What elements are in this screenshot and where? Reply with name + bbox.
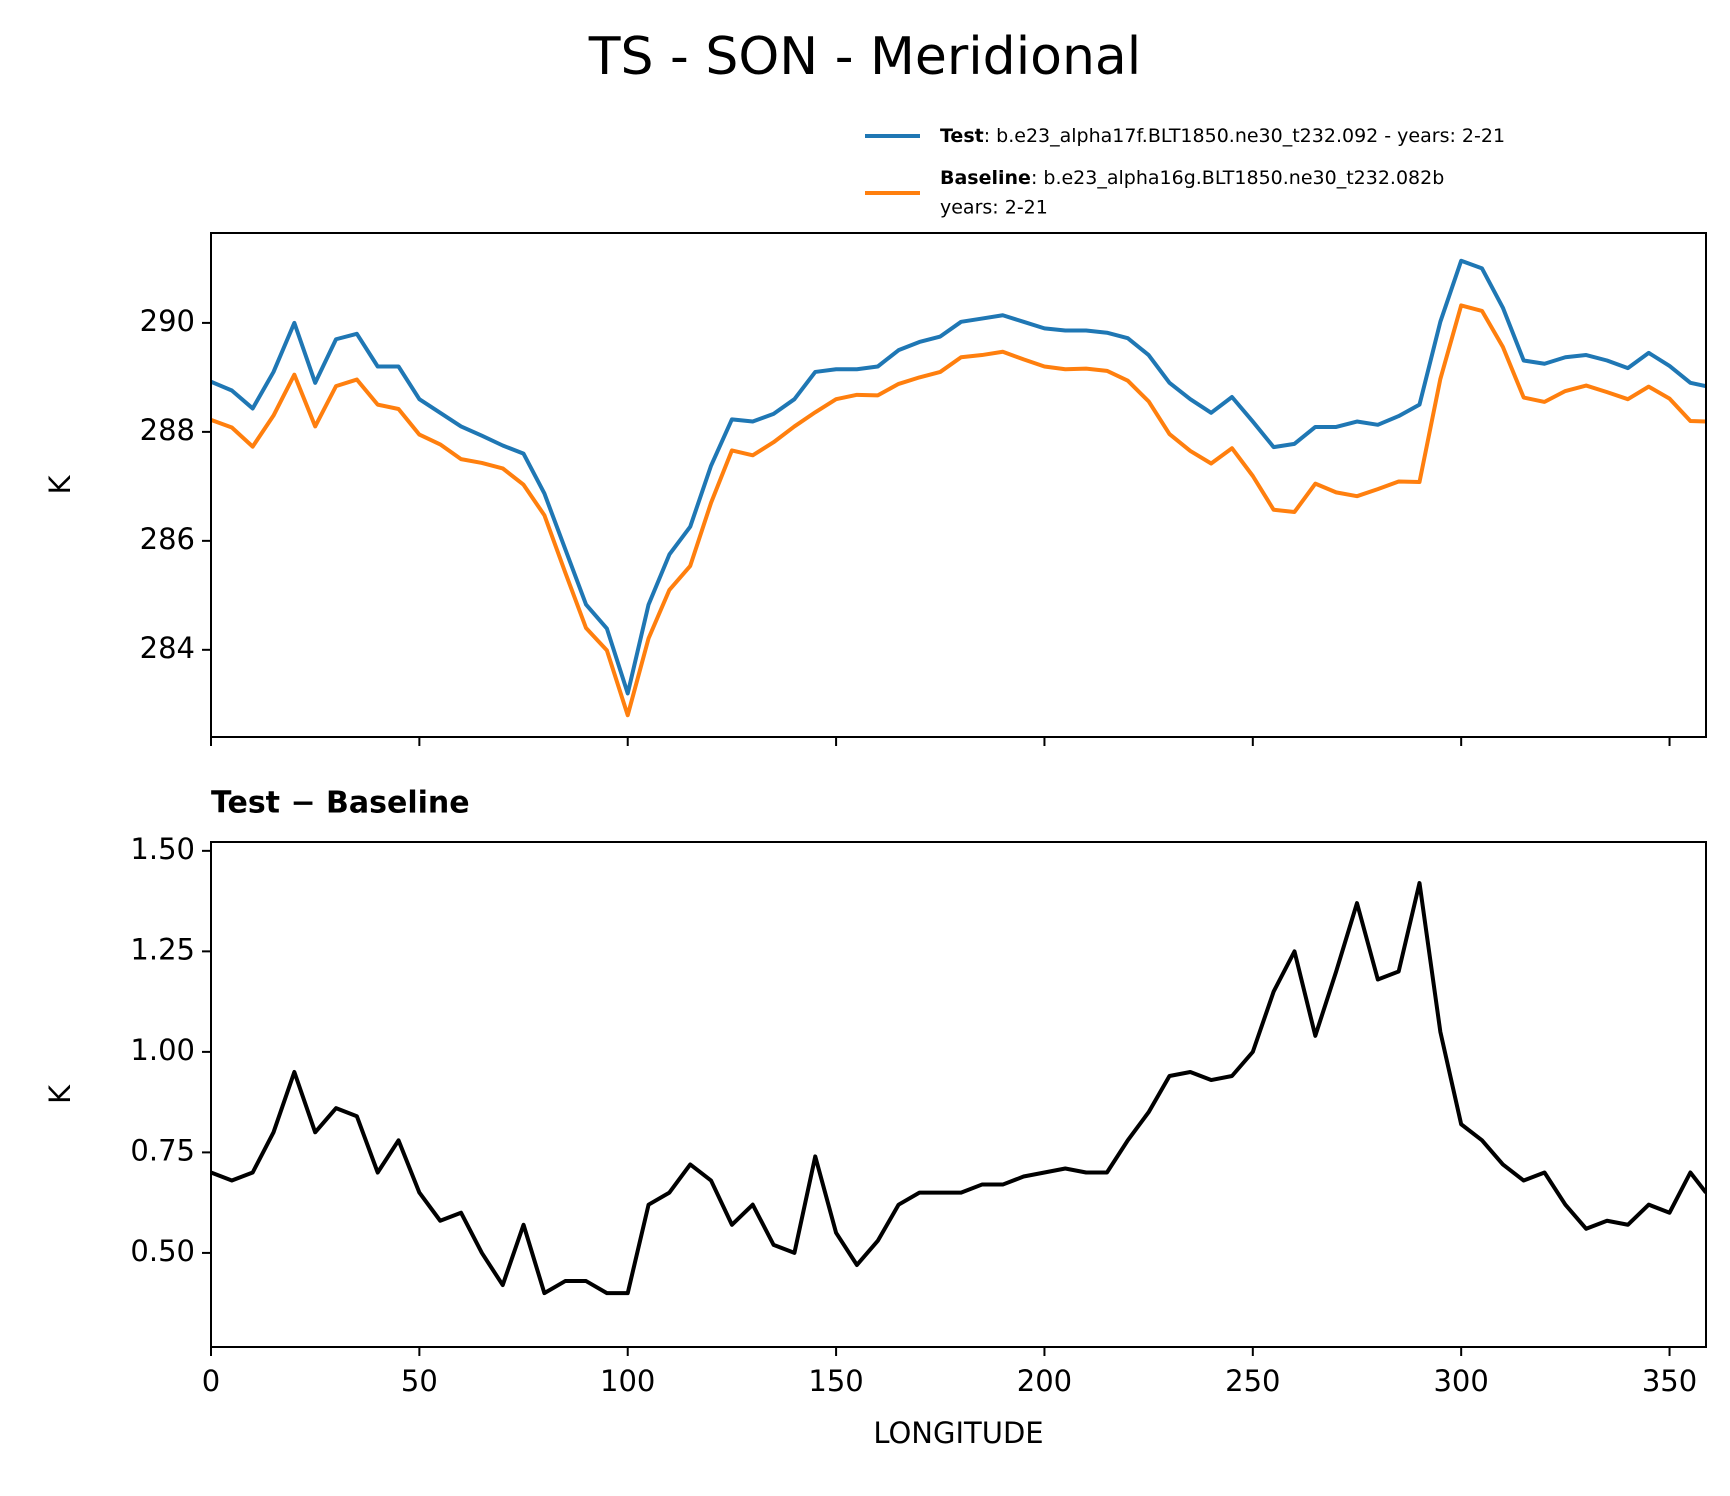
axes-frame <box>210 232 1707 738</box>
x-tick-label: 50 <box>401 1364 438 1398</box>
axes-frame <box>210 841 1707 1348</box>
y-tick-label: 1.50 <box>130 832 195 866</box>
y-tick-label: 286 <box>140 522 195 556</box>
x-tick-label: 250 <box>1225 1364 1280 1398</box>
plot-area <box>211 881 1706 1296</box>
y-tick-label: 288 <box>140 413 195 447</box>
y-tick-label: 0.75 <box>130 1133 195 1167</box>
legend-description: : b.e23_alpha16g.BLT1850.ne30_t232.082b <box>1031 167 1444 189</box>
data-line <box>211 258 1706 696</box>
plot-area <box>211 258 1706 718</box>
legend-description: years: 2-21 <box>940 197 1048 219</box>
y-tick-label: 290 <box>140 304 195 338</box>
data-line <box>211 881 1706 1296</box>
x-tick-label: 200 <box>1017 1364 1072 1398</box>
figure-title: TS - SON - Meridional <box>588 27 1141 87</box>
legend-label: Test: b.e23_alpha17f.BLT1850.ne30_t232.0… <box>940 125 1505 147</box>
legend-name: Test <box>940 125 984 147</box>
y-tick-label: 1.00 <box>130 1033 195 1067</box>
x-tick-label: 100 <box>600 1364 655 1398</box>
y-tick-label: 0.50 <box>130 1234 195 1268</box>
subplot-title: Test − Baseline <box>211 786 470 821</box>
x-tick-label: 0 <box>202 1364 220 1398</box>
data-line <box>211 303 1706 718</box>
legend-name: Baseline <box>940 167 1031 189</box>
x-tick-label: 350 <box>1642 1364 1697 1398</box>
y-tick-label: 1.25 <box>130 932 195 966</box>
legend-description: : b.e23_alpha17f.BLT1850.ne30_t232.092 -… <box>984 125 1505 147</box>
y-tick-label: 284 <box>140 631 195 665</box>
y-axis-label: K <box>43 1084 77 1104</box>
x-tick-label: 150 <box>808 1364 863 1398</box>
x-axis-label: LONGITUDE <box>873 1416 1043 1450</box>
x-tick-label: 300 <box>1433 1364 1488 1398</box>
y-axis-label: K <box>43 475 77 495</box>
legend-label: Baseline: b.e23_alpha16g.BLT1850.ne30_t2… <box>940 167 1444 189</box>
